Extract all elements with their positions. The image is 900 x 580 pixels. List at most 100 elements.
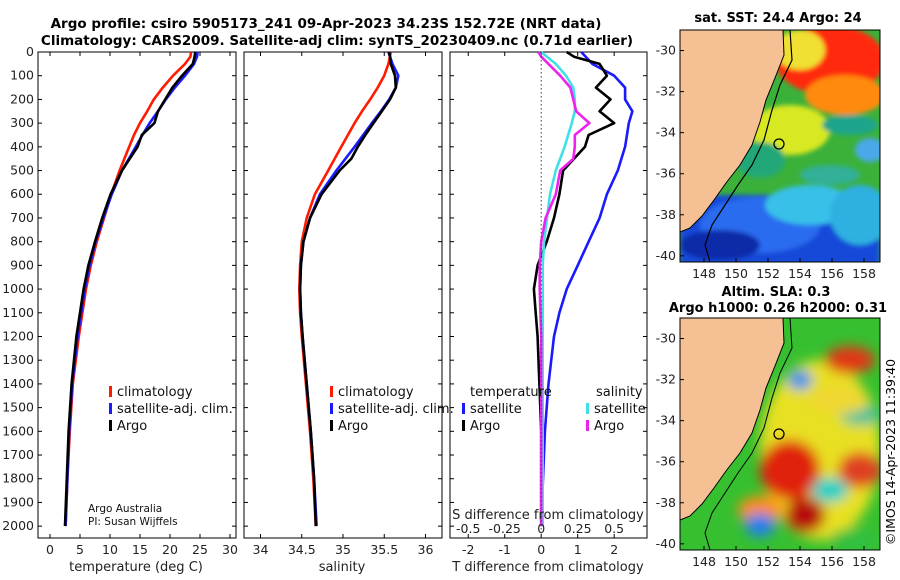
lat-tick-label: -30 xyxy=(656,43,676,58)
difference-legend: temperature satellite Argo salinity sate… xyxy=(462,385,646,434)
depth-tick-label: 1500 xyxy=(2,400,34,415)
lat-tick-label: -32 xyxy=(656,84,676,99)
depth-tick-label: 1800 xyxy=(2,471,34,486)
sst-cyan-patch xyxy=(830,185,880,245)
sla-map xyxy=(679,317,881,551)
x-tick-label: 1 xyxy=(574,542,582,557)
sla-green-patch xyxy=(830,528,880,550)
depth-tick-label: 900 xyxy=(10,257,34,272)
lon-tick-label: 156 xyxy=(820,266,844,281)
lon-tick-label: 152 xyxy=(756,554,780,569)
legend-label-temp-satellite: satellite xyxy=(470,402,522,417)
legend-label-climatology: climatology xyxy=(117,385,193,400)
lat-tick-label: -38 xyxy=(656,207,676,222)
x-tick-label: 0 xyxy=(46,542,54,557)
sst-map-axes: 148 150 152 154 156 158 -30 -32 -34 -36 -38 -40 xyxy=(656,43,876,281)
lat-tick-label: -34 xyxy=(656,125,676,140)
sla-map-frame xyxy=(679,317,881,551)
lon-tick-label: 158 xyxy=(852,266,876,281)
series-line-temperature-satellite xyxy=(539,51,634,527)
legend-swatch-satellite-adj xyxy=(109,403,112,414)
sla-coastline xyxy=(680,318,785,521)
x-tick-label: 35.5 xyxy=(370,542,398,557)
legend-label-sal-argo: Argo xyxy=(594,419,624,434)
depth-tick-label: 300 xyxy=(10,115,34,130)
x-tick-label: 15 xyxy=(132,542,148,557)
credit-pi: PI: Susan Wijffels xyxy=(88,516,178,528)
salinity-panel-frame xyxy=(243,51,443,539)
x-tick-label: 0 xyxy=(537,542,545,557)
depth-tick-label: 2000 xyxy=(2,518,34,533)
sla-yellow-patch xyxy=(810,386,870,414)
sst-map-title: sat. SST: 24.4 Argo: 24 xyxy=(694,11,861,26)
series-line-argo xyxy=(63,51,197,527)
sla-map-title-line1: Altim. SLA: 0.3 xyxy=(722,285,831,300)
sst-yellow-patch xyxy=(775,30,825,70)
sst-map-colour-field xyxy=(680,30,880,262)
legend-label-argo: Argo xyxy=(117,419,147,434)
credit-argo-australia: Argo Australia xyxy=(88,503,162,515)
legend-title-salinity: salinity xyxy=(596,385,643,400)
lon-tick-label: 148 xyxy=(692,266,716,281)
lon-tick-label: 148 xyxy=(692,554,716,569)
depth-tick-label: 1900 xyxy=(2,494,34,509)
legend-swatch-satellite-adj xyxy=(330,403,333,414)
depth-tick-label: 0 xyxy=(26,44,34,59)
depth-tick-label: 200 xyxy=(10,91,34,106)
sst-coastline-200m xyxy=(704,30,793,262)
depth-tick-label: 1700 xyxy=(2,447,34,462)
legend-swatch-sal-satellite xyxy=(586,403,589,414)
sst-teal-patch xyxy=(822,115,878,135)
temperature-plot: 0 5 10 15 20 25 30 xyxy=(46,51,238,557)
x-tick-label: 10 xyxy=(102,542,118,557)
imos-timestamp: ©IMOS 14-Apr-2023 11:39:40 xyxy=(883,359,898,545)
sst-map-frame xyxy=(679,29,881,263)
temperature-legend: climatology satellite-adj. clim. Argo xyxy=(109,385,233,434)
salinity-plot: 34 34.5 35 35.5 36 xyxy=(253,51,433,557)
sst-map xyxy=(679,29,881,263)
legend-swatch-temp-argo xyxy=(462,420,465,431)
depth-tick-label: 1200 xyxy=(2,328,34,343)
sla-high-eddy xyxy=(825,346,875,374)
sla-land xyxy=(680,318,784,520)
depth-tick-label: 1400 xyxy=(2,376,34,391)
legend-swatch-temp-satellite xyxy=(462,403,465,414)
sst-dark-patch xyxy=(680,230,760,260)
sst-cyan-patch xyxy=(855,138,880,162)
legend-label-satellite-adj: satellite-adj. clim. xyxy=(117,402,233,417)
legend-title-temperature: temperature xyxy=(470,385,552,400)
series-line-temperature-argo xyxy=(532,50,616,527)
lat-tick-label: -36 xyxy=(656,454,676,469)
depth-tick-label: 1100 xyxy=(2,305,34,320)
series-line-salinity-satellite xyxy=(540,50,577,527)
sst-land xyxy=(680,30,784,232)
x-tick-label: 2 xyxy=(610,542,618,557)
lat-tick-label: -32 xyxy=(656,372,676,387)
x-tick-label: -2 xyxy=(462,542,474,557)
sla-float-position-marker xyxy=(773,428,785,440)
legend-swatch-argo xyxy=(330,420,333,431)
difference-top-xlabel: S difference from climatology xyxy=(452,508,644,523)
s-tick-label: 0.5 xyxy=(604,521,624,536)
legend-swatch-argo xyxy=(109,420,112,431)
legend-swatch-climatology xyxy=(330,386,333,397)
legend-label-satellite-adj: satellite-adj. clim. xyxy=(338,402,454,417)
sla-low-eddy xyxy=(745,513,775,537)
figure-title-line2: Climatology: CARS2009. Satellite-adj cli… xyxy=(41,33,633,49)
depth-tick-label: 600 xyxy=(10,186,34,201)
legend-swatch-climatology xyxy=(109,386,112,397)
legend-swatch-sal-argo xyxy=(586,420,589,431)
lat-tick-label: -40 xyxy=(656,536,676,551)
lon-tick-label: 158 xyxy=(852,554,876,569)
difference-xlabel: T difference from climatology xyxy=(451,560,644,575)
sla-high-eddy xyxy=(785,497,825,533)
sst-teal-patch xyxy=(800,165,860,185)
depth-tick-label: 1000 xyxy=(2,281,34,296)
depth-tick-label: 700 xyxy=(10,210,34,225)
s-tick-label: 0.25 xyxy=(564,521,592,536)
sla-map-title-line2: Argo h1000: 0.26 h2000: 0.31 xyxy=(669,301,887,316)
x-tick-label: -1 xyxy=(498,542,510,557)
